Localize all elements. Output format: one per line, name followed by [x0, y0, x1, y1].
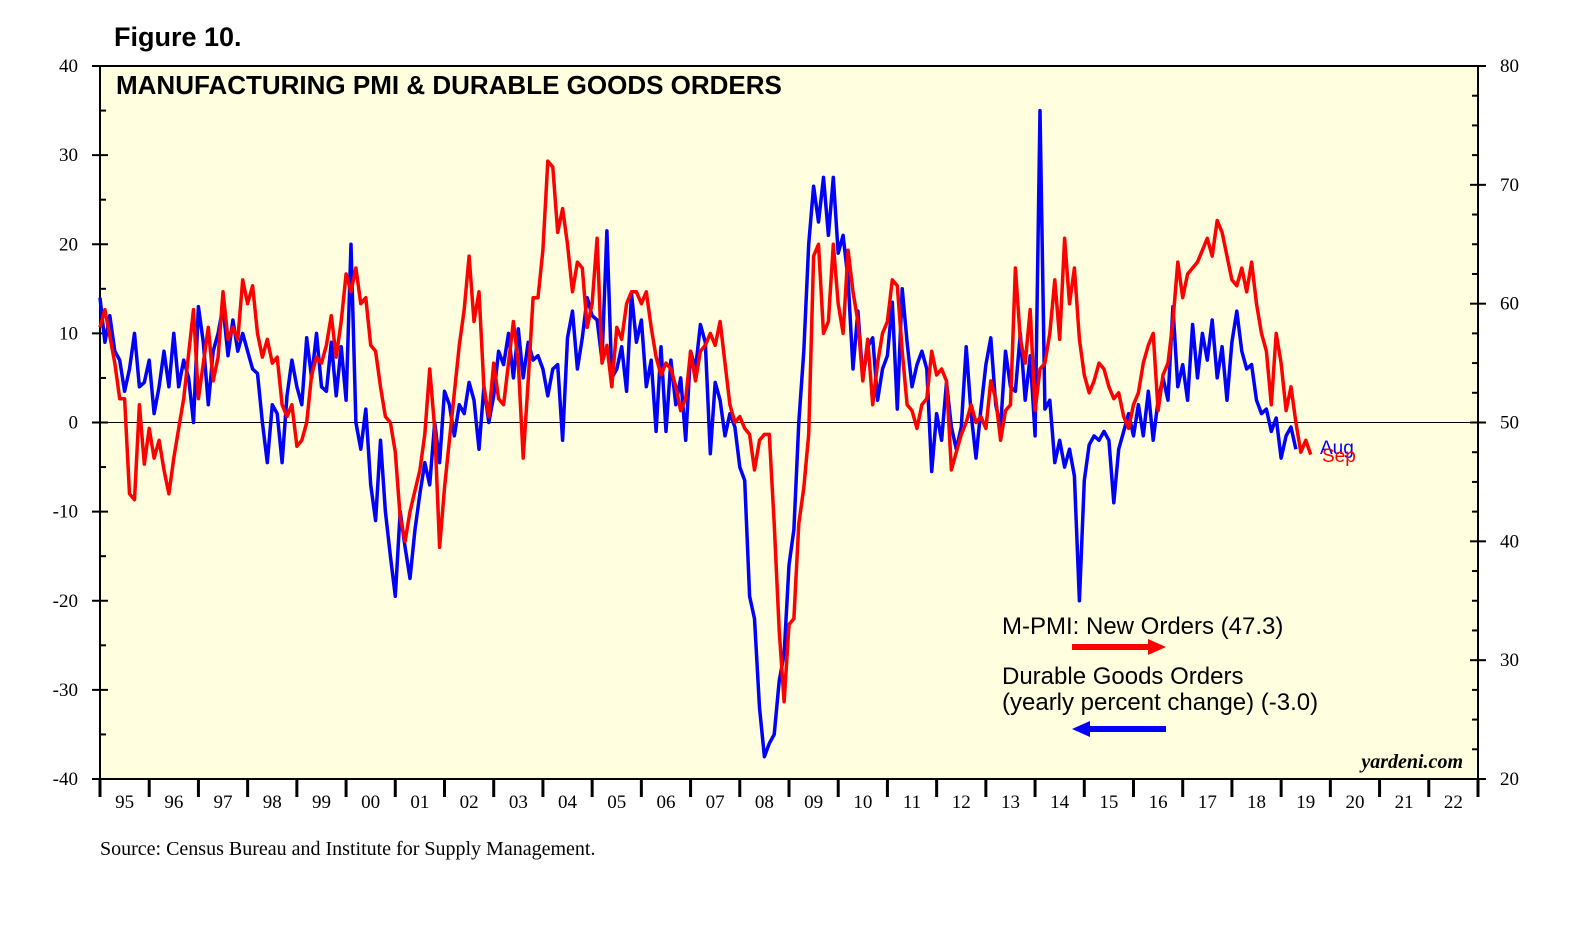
- x-axis-tick-label: 22: [1444, 792, 1463, 813]
- left-axis-tick-label: 40: [59, 56, 78, 77]
- left-axis-tick-label: -10: [53, 502, 78, 523]
- axis-ticks: [92, 65, 1486, 797]
- right-axis-tick-label: 80: [1500, 56, 1519, 77]
- x-axis-tick-label: 03: [509, 792, 528, 813]
- durable-end-label: Aug: [1320, 438, 1354, 459]
- right-axis-tick-label: 40: [1500, 531, 1519, 552]
- x-axis-tick-label: 18: [1247, 792, 1266, 813]
- x-axis-tick-label: 10: [853, 792, 872, 813]
- x-axis-tick-label: 21: [1395, 792, 1414, 813]
- chart-title: MANUFACTURING PMI & DURABLE GOODS ORDERS: [116, 70, 782, 100]
- x-axis-tick-label: 96: [164, 792, 183, 813]
- x-axis-tick-label: 98: [263, 792, 282, 813]
- durable-goods-line: [98, 108, 1298, 759]
- figure-label: Figure 10.: [114, 22, 242, 52]
- x-axis-tick-label: 07: [706, 792, 725, 813]
- right-axis-tick-label: 70: [1500, 175, 1519, 196]
- x-axis-tick-label: 04: [558, 792, 578, 813]
- x-axis-tick-label: 97: [214, 792, 233, 813]
- x-axis-tick-label: 08: [755, 792, 774, 813]
- credit-label: yardeni.com: [1359, 751, 1463, 773]
- pmi-end-label: Sep: [1322, 446, 1356, 467]
- pmi-new-orders-line: [98, 159, 1313, 704]
- x-axis-tick-label: 95: [115, 792, 134, 813]
- right-axis-tick-label: 50: [1500, 413, 1519, 434]
- left-axis-tick-label: -20: [53, 591, 78, 612]
- x-axis-tick-label: 19: [1296, 792, 1315, 813]
- left-axis-tick-label: 10: [59, 323, 78, 344]
- x-axis-tick-label: 11: [903, 792, 921, 813]
- source-note: Source: Census Bureau and Institute for …: [100, 838, 596, 860]
- durable-legend-label-line2: (yearly percent change) (-3.0): [1002, 689, 1318, 716]
- x-axis-tick-label: 01: [410, 792, 429, 813]
- x-axis-tick-label: 13: [1001, 792, 1020, 813]
- left-arrow-icon: [1072, 721, 1166, 737]
- left-axis-tick-label: -40: [53, 769, 78, 790]
- right-axis-tick-label: 60: [1500, 294, 1519, 315]
- axis-labels: 40 30 20 10 0 -10 -20 -30 -40 80 70 60 50 40 30 20 95 96 9…: [53, 56, 1519, 813]
- x-axis-tick-label: 05: [607, 792, 626, 813]
- right-axis-tick-label: 20: [1500, 769, 1519, 790]
- x-axis-tick-label: 12: [952, 792, 971, 813]
- x-axis-tick-label: 16: [1149, 792, 1168, 813]
- x-axis-tick-label: 99: [312, 792, 331, 813]
- x-axis-tick-label: 00: [361, 792, 380, 813]
- x-axis-tick-label: 17: [1198, 792, 1217, 813]
- right-arrow-icon: [1072, 639, 1166, 655]
- x-axis-tick-label: 20: [1345, 792, 1364, 813]
- left-axis-tick-label: 0: [69, 413, 79, 434]
- x-axis-tick-label: 09: [804, 792, 823, 813]
- durable-legend-label-line1: Durable Goods Orders: [1002, 663, 1243, 690]
- left-axis-tick-label: 30: [59, 145, 78, 166]
- x-axis-tick-label: 14: [1050, 792, 1070, 813]
- right-axis-tick-label: 30: [1500, 650, 1519, 671]
- x-axis-tick-label: 06: [656, 792, 675, 813]
- left-axis-tick-label: 20: [59, 234, 78, 255]
- left-axis-tick-label: -30: [53, 680, 78, 701]
- x-axis-tick-label: 15: [1099, 792, 1118, 813]
- x-axis-tick-label: 02: [460, 792, 479, 813]
- pmi-legend-label: M-PMI: New Orders (47.3): [1002, 613, 1283, 640]
